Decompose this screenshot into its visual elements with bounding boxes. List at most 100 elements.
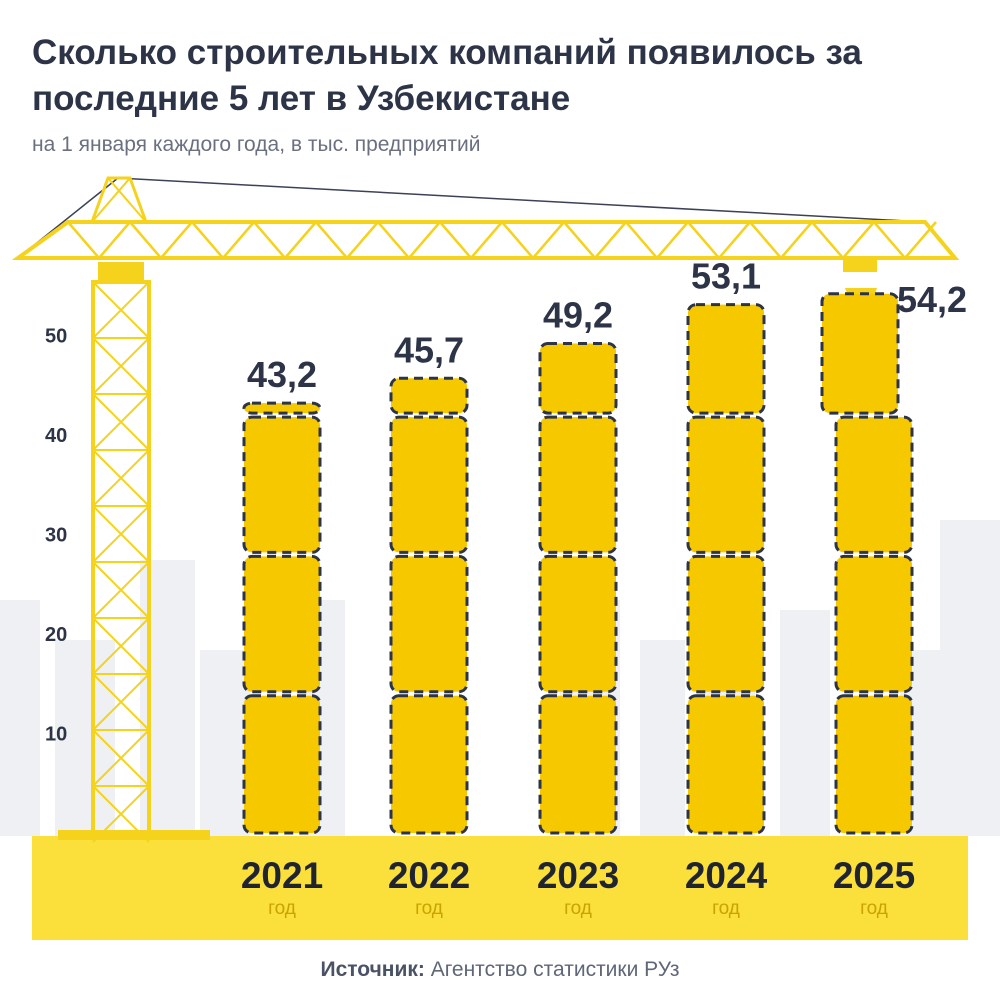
crane-brace [92,393,150,451]
crane-brace [842,221,875,259]
y-tick-label: 40 [45,425,67,447]
crane-brace [439,221,472,259]
bar-block [686,554,766,694]
source-text: Агентство статистики РУз [430,958,680,981]
crane-brace [222,221,255,259]
y-axis: 10 20 30 40 50 [45,326,67,746]
bar-block [686,415,766,554]
crane-brace [656,221,689,259]
x-tick-label-2025: 2025 [833,855,915,896]
crane-mast [89,176,149,224]
value-label-2022: 45,7 [394,329,464,370]
skyline-building [55,640,115,836]
bar-2024 [686,303,766,835]
bar-2023 [538,341,618,835]
crane-brace [92,561,150,619]
x-tick-sublabel: год [564,898,592,919]
crane-brace [904,221,937,259]
y-tick-label: 20 [45,624,67,646]
crane-brace [92,505,150,563]
bar-block [538,554,618,694]
crane-brace [129,221,162,259]
crane-brace [284,221,317,259]
bar-block [389,415,469,554]
x-tick-label-2023: 2023 [537,855,619,896]
crane-brace [346,221,379,259]
source-label: Источник: [320,958,425,981]
crane-brace [687,221,720,259]
bar-block [834,415,914,554]
bar-block [820,292,900,415]
bar-block [538,341,618,415]
chart-title: Сколько строительных компаний появилось … [32,33,862,118]
crane-brace [92,729,150,787]
x-tick-label-2024: 2024 [685,855,768,896]
crane-brace [92,673,150,731]
value-label-2025: 54,2 [897,279,967,320]
crane-brace [92,281,150,339]
skyline-building [0,600,40,836]
crane-brace [91,177,131,223]
crane-brace [408,221,441,259]
value-label-2024: 53,1 [691,256,761,297]
x-tick-label-2021: 2021 [241,855,323,896]
crane-brace [92,785,150,843]
bars-group [242,292,914,835]
crane-brace [594,221,627,259]
crane-brace [160,221,193,259]
bar-block [686,694,766,835]
crane-brace [780,221,813,259]
bar-2025 [820,292,914,835]
crane-brace [107,177,147,223]
bar-block [834,694,914,835]
chart-subtitle: на 1 января каждого года, в тыс. предпри… [32,133,481,156]
bar-block [834,554,914,694]
crane-jib [11,220,960,260]
crane-cab [98,262,144,282]
crane-brace [98,221,131,259]
bar-block [242,415,322,554]
bar-2022 [389,376,469,835]
x-tick-sublabel: год [268,898,296,919]
crane-brace [625,221,658,259]
tower-crane-illustration [11,176,960,843]
crane-brace [92,449,150,507]
bar-block [242,554,322,694]
bar-block [389,694,469,835]
crane-brace [811,221,844,259]
y-tick-label: 10 [45,724,67,746]
bar-block [242,694,322,835]
crane-brace [191,221,224,259]
bar-block [686,303,766,415]
crane-brace [718,221,751,259]
crane-brace [873,221,906,259]
crane-cable [117,177,926,223]
x-tick-label-2022: 2022 [388,855,470,896]
bar-block [389,554,469,694]
labels-group: 43,22021год45,72022год49,22023год53,1202… [241,256,967,919]
crane-brace [563,221,596,259]
value-label-2021: 43,2 [247,354,317,395]
bar-block [242,401,322,415]
crane-brace [501,221,534,259]
skyline-building [640,640,685,836]
value-label-2023: 49,2 [543,294,613,335]
crane-brace [532,221,565,259]
y-tick-label: 50 [45,326,67,348]
crane-brace [470,221,503,259]
crane-trolley [843,258,877,272]
crane-brace [92,337,150,395]
crane-brace [377,221,410,259]
crane-brace [253,221,286,259]
skyline-building [780,610,830,836]
source-note: Источник: Агентство статистики РУз [0,958,1000,982]
crane-brace [315,221,348,259]
x-tick-sublabel: год [415,898,443,919]
bar-block [538,415,618,554]
y-tick-label: 30 [45,525,67,547]
skyline-building [940,520,1000,836]
bar-block [389,376,469,415]
skyline-building [200,650,250,836]
x-tick-sublabel: год [860,898,888,919]
